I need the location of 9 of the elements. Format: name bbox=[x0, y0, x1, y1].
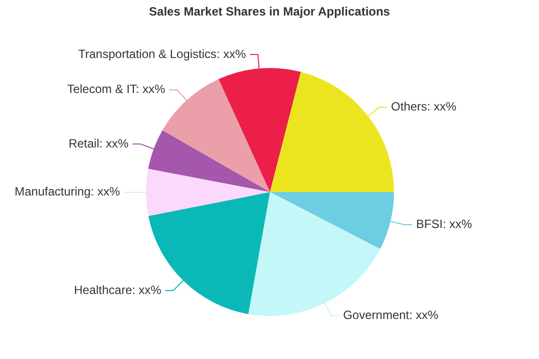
slice-label: Manufacturing: xx% bbox=[14, 184, 120, 199]
slice-label: Retail: xx% bbox=[68, 136, 129, 150]
chart-title: Sales Market Shares in Major Applications bbox=[149, 4, 390, 18]
slice-label: Transportation & Logistics: xx% bbox=[78, 46, 246, 61]
slice-label: Telecom & IT: xx% bbox=[67, 82, 166, 96]
slice-label: Others: xx% bbox=[391, 100, 457, 114]
slice-label: Healthcare: xx% bbox=[74, 282, 162, 297]
slice-label: BFSI: xx% bbox=[416, 216, 472, 231]
slice-label: Government: xx% bbox=[343, 308, 439, 322]
